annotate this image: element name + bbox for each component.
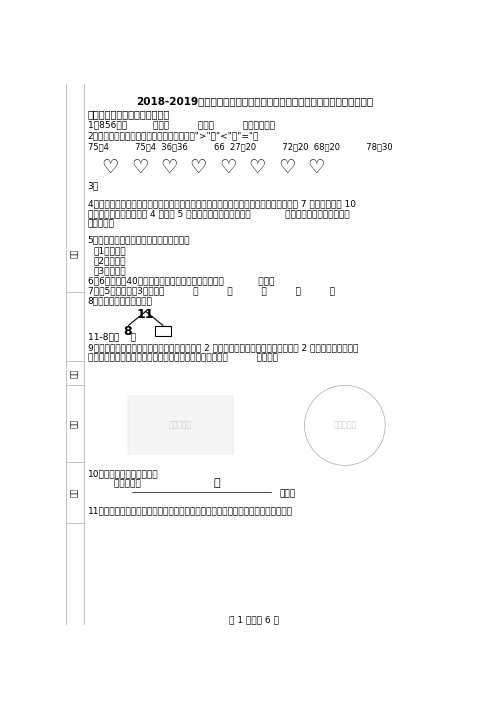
FancyBboxPatch shape: [128, 396, 233, 453]
Text: 11-8＝（    ）: 11-8＝（ ）: [88, 332, 136, 341]
Text: 75＋4          75－4  36＋36          66  27－20          72－20  68－20          78－3: 75＋4 75－4 36＋36 66 27－20 72－20 68－20 78－…: [88, 142, 392, 151]
Text: ♡: ♡: [248, 158, 266, 177]
Text: ♡: ♡: [278, 158, 296, 177]
Text: 8: 8: [123, 325, 131, 338]
Text: （散羊图）: （散羊图）: [168, 420, 191, 429]
Text: （只）: （只）: [279, 489, 295, 498]
Text: 11．一年级一班有在各项目中获得名次的人数如下图，请根据统计结果填写统计表．: 11．一年级一班有在各项目中获得名次的人数如下图，请根据统计结果填写统计表．: [88, 506, 293, 515]
Text: ♡: ♡: [101, 158, 119, 177]
Text: 3．: 3．: [88, 181, 99, 190]
Text: 多少只羊？: 多少只羊？: [88, 479, 140, 489]
Text: 4．用一个长方形和一个直角三角形正好相拼成一个直角梯形，拼成的直角梯形的上底是 7 厘米，下底是 10: 4．用一个长方形和一个直角三角形正好相拼成一个直角梯形，拼成的直角梯形的上底是 …: [88, 200, 356, 208]
Text: 11: 11: [137, 308, 154, 322]
Text: ♡: ♡: [160, 158, 178, 177]
Text: （1）三十四: （1）三十四: [93, 246, 125, 255]
Text: 姓名: 姓名: [70, 369, 79, 378]
Text: ♡: ♡: [219, 158, 237, 177]
Text: 9．一个牧羊人去放羊，第一天数一数发现少了 2 只羊，第二天又数一数，发现又少了 2 只羊，他正着急，忽: 9．一个牧羊人去放羊，第一天数一数发现少了 2 只羊，第二天又数一数，发现又少了…: [88, 344, 358, 352]
Text: 8．（从上到下依次填写）: 8．（从上到下依次填写）: [88, 297, 152, 306]
Text: ♡: ♡: [131, 158, 148, 177]
Text: 6．6个老师带40个同学去电影院，那么他们一共要买            张票。: 6．6个老师带40个同学去电影院，那么他们一共要买 张票。: [88, 277, 274, 286]
Text: 一、想一想，填一填（填空题）: 一、想一想，填一填（填空题）: [88, 109, 170, 119]
Text: 10．先提出问题，再计算．: 10．先提出问题，再计算．: [88, 469, 158, 478]
Text: （3）九十五: （3）九十五: [93, 266, 125, 275]
Text: 平方厘米．: 平方厘米．: [88, 220, 115, 229]
Text: 班级: 班级: [70, 488, 79, 497]
Text: ♡: ♡: [189, 158, 207, 177]
Text: 2018-2019年邢台市南宫市私立实验小学一年级上册数学期末总复习无答案: 2018-2019年邢台市南宫市私立实验小学一年级上册数学期末总复习无答案: [135, 97, 373, 107]
Text: （2）五十八: （2）五十八: [93, 256, 125, 265]
Text: 然发现羊群里有只披着羊皮的狼。想一想，狼这两天吃了（          ）只羊。: 然发现羊群里有只披着羊皮的狼。想一想，狼这两天吃了（ ）只羊。: [88, 354, 278, 363]
Text: －: －: [214, 478, 220, 488]
Text: 2．想一想，算一算，比一比。在横线里填上">"、"<"或"="。: 2．想一想，算一算，比一比。在横线里填上">"、"<"或"="。: [88, 131, 259, 140]
Text: 分数: 分数: [70, 249, 79, 258]
Text: 1．856里有         个百，          个十，          个一组成的。: 1．856里有 个百， 个十， 个一组成的。: [88, 121, 275, 129]
Text: 5．在下面各数的后面连续数出五个数来。: 5．在下面各数的后面连续数出五个数来。: [88, 235, 190, 244]
Text: 厘米，两条腰的长分别是 4 厘米和 5 厘米，这个长方形的周长是            厘米，直角三角形的面积是: 厘米，两条腰的长分别是 4 厘米和 5 厘米，这个长方形的周长是 厘米，直角三角…: [88, 210, 349, 219]
Text: ♡: ♡: [308, 158, 325, 177]
Text: 第 1 页，共 6 页: 第 1 页，共 6 页: [229, 616, 279, 625]
Text: （羊圈图）: （羊圈图）: [333, 421, 357, 430]
Text: 7．写5个十位上是3的两位数          、          、          、          、          。: 7．写5个十位上是3的两位数 、 、 、 、 。: [88, 286, 335, 296]
Text: 题号: 题号: [70, 418, 79, 428]
FancyBboxPatch shape: [155, 326, 171, 336]
